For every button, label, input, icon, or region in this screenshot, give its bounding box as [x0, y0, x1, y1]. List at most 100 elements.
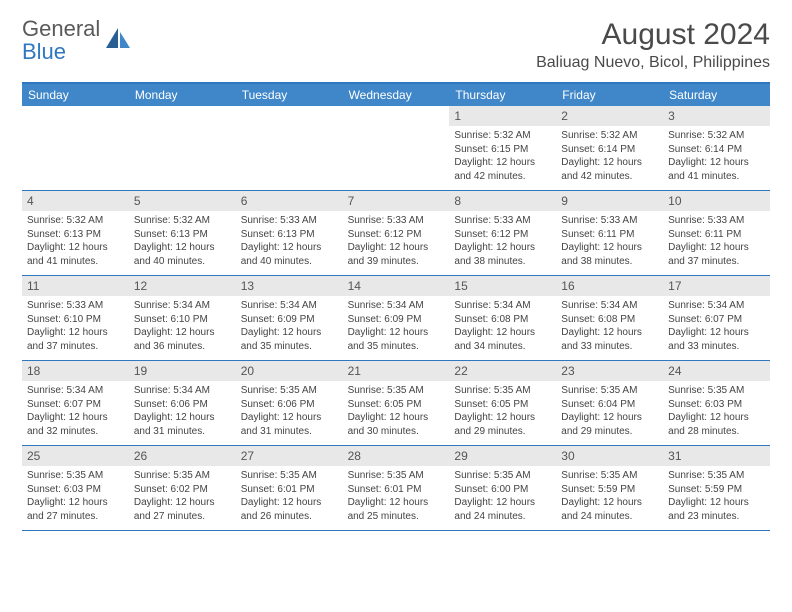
- day-cell: 20 Sunrise: 5:35 AMSunset: 6:06 PMDayligh…: [236, 361, 343, 445]
- day-info: Sunrise: 5:35 AMSunset: 6:00 PMDaylight:…: [453, 469, 552, 523]
- day-number: 3: [663, 106, 770, 126]
- day-number: 8: [449, 191, 556, 211]
- day-number: 26: [129, 446, 236, 466]
- day-number: 25: [22, 446, 129, 466]
- day-number: 20: [236, 361, 343, 381]
- day-cell: 25 Sunrise: 5:35 AMSunset: 6:03 PMDayligh…: [22, 446, 129, 530]
- day-info: Sunrise: 5:32 AMSunset: 6:14 PMDaylight:…: [560, 129, 659, 183]
- day-info: Sunrise: 5:32 AMSunset: 6:14 PMDaylight:…: [667, 129, 766, 183]
- day-info: Sunrise: 5:34 AMSunset: 6:06 PMDaylight:…: [133, 384, 232, 438]
- day-info: Sunrise: 5:35 AMSunset: 6:01 PMDaylight:…: [240, 469, 339, 523]
- logo-text-blue: Blue: [22, 39, 66, 64]
- day-number: 15: [449, 276, 556, 296]
- day-info: Sunrise: 5:32 AMSunset: 6:13 PMDaylight:…: [133, 214, 232, 268]
- day-info: Sunrise: 5:34 AMSunset: 6:07 PMDaylight:…: [26, 384, 125, 438]
- day-number: 12: [129, 276, 236, 296]
- day-info: Sunrise: 5:33 AMSunset: 6:13 PMDaylight:…: [240, 214, 339, 268]
- day-cell: 31Sunrise: 5:35 AMSunset: 5:59 PMDayligh…: [663, 446, 770, 530]
- logo: General Blue: [22, 18, 134, 64]
- day-info: Sunrise: 5:33 AMSunset: 6:11 PMDaylight:…: [667, 214, 766, 268]
- day-number: 14: [343, 276, 450, 296]
- header: General Blue August 2024 Baliuag Nuevo, …: [0, 0, 792, 76]
- day-number: 9: [556, 191, 663, 211]
- day-header: Sunday: [22, 84, 129, 106]
- day-cell: 3 Sunrise: 5:32 AMSunset: 6:14 PMDaylight…: [663, 106, 770, 190]
- day-cell: [22, 106, 129, 190]
- location: Baliuag Nuevo, Bicol, Philippines: [536, 54, 770, 72]
- day-number: 11: [22, 276, 129, 296]
- day-info: Sunrise: 5:33 AMSunset: 6:10 PMDaylight:…: [26, 299, 125, 353]
- day-cell: 19 Sunrise: 5:34 AMSunset: 6:06 PMDayligh…: [129, 361, 236, 445]
- title-block: August 2024 Baliuag Nuevo, Bicol, Philip…: [536, 18, 770, 72]
- day-cell: 18 Sunrise: 5:34 AMSunset: 6:07 PMDayligh…: [22, 361, 129, 445]
- day-cell: 7Sunrise: 5:33 AMSunset: 6:12 PMDaylight…: [343, 191, 450, 275]
- day-number: 16: [556, 276, 663, 296]
- day-number: 28: [343, 446, 450, 466]
- day-cell: [129, 106, 236, 190]
- day-info: Sunrise: 5:35 AMSunset: 6:01 PMDaylight:…: [347, 469, 446, 523]
- day-number: 2: [556, 106, 663, 126]
- day-number: 27: [236, 446, 343, 466]
- day-cell: 22Sunrise: 5:35 AMSunset: 6:05 PMDayligh…: [449, 361, 556, 445]
- day-number: 19: [129, 361, 236, 381]
- day-cell: 8 Sunrise: 5:33 AMSunset: 6:12 PMDaylight…: [449, 191, 556, 275]
- day-header: Tuesday: [236, 84, 343, 106]
- day-cell: 2 Sunrise: 5:32 AMSunset: 6:14 PMDaylight…: [556, 106, 663, 190]
- day-info: Sunrise: 5:35 AMSunset: 6:03 PMDaylight:…: [26, 469, 125, 523]
- month-title: August 2024: [536, 18, 770, 52]
- day-cell: [236, 106, 343, 190]
- day-header: Monday: [129, 84, 236, 106]
- day-info: Sunrise: 5:32 AMSunset: 6:15 PMDaylight:…: [453, 129, 552, 183]
- week-row: 11 Sunrise: 5:33 AMSunset: 6:10 PMDayligh…: [22, 276, 770, 361]
- day-cell: 29 Sunrise: 5:35 AMSunset: 6:00 PMDayligh…: [449, 446, 556, 530]
- day-info: Sunrise: 5:34 AMSunset: 6:09 PMDaylight:…: [240, 299, 339, 353]
- day-number: 29: [449, 446, 556, 466]
- day-cell: 12Sunrise: 5:34 AMSunset: 6:10 PMDayligh…: [129, 276, 236, 360]
- day-cell: 1 Sunrise: 5:32 AMSunset: 6:15 PMDaylight…: [449, 106, 556, 190]
- day-cell: 14 Sunrise: 5:34 AMSunset: 6:09 PMDayligh…: [343, 276, 450, 360]
- day-info: Sunrise: 5:33 AMSunset: 6:12 PMDaylight:…: [453, 214, 552, 268]
- day-info: Sunrise: 5:34 AMSunset: 6:08 PMDaylight:…: [560, 299, 659, 353]
- day-info: Sunrise: 5:35 AMSunset: 5:59 PMDaylight:…: [667, 469, 766, 523]
- day-header: Saturday: [663, 84, 770, 106]
- calendar: Sunday Monday Tuesday Wednesday Thursday…: [22, 82, 770, 531]
- day-number: 5: [129, 191, 236, 211]
- week-row: 25 Sunrise: 5:35 AMSunset: 6:03 PMDayligh…: [22, 446, 770, 531]
- day-cell: 17 Sunrise: 5:34 AMSunset: 6:07 PMDayligh…: [663, 276, 770, 360]
- day-cell: 24Sunrise: 5:35 AMSunset: 6:03 PMDayligh…: [663, 361, 770, 445]
- day-info: Sunrise: 5:35 AMSunset: 6:02 PMDaylight:…: [133, 469, 232, 523]
- day-number: 21: [343, 361, 450, 381]
- day-number: 6: [236, 191, 343, 211]
- day-number: 10: [663, 191, 770, 211]
- day-cell: 30Sunrise: 5:35 AMSunset: 5:59 PMDayligh…: [556, 446, 663, 530]
- sail-icon: [104, 26, 134, 57]
- day-cell: 23Sunrise: 5:35 AMSunset: 6:04 PMDayligh…: [556, 361, 663, 445]
- day-info: Sunrise: 5:34 AMSunset: 6:09 PMDaylight:…: [347, 299, 446, 353]
- day-cell: 27 Sunrise: 5:35 AMSunset: 6:01 PMDayligh…: [236, 446, 343, 530]
- day-number: 22: [449, 361, 556, 381]
- day-cell: 11 Sunrise: 5:33 AMSunset: 6:10 PMDayligh…: [22, 276, 129, 360]
- logo-text-general: General: [22, 16, 100, 41]
- day-cell: 4Sunrise: 5:32 AMSunset: 6:13 PMDaylight…: [22, 191, 129, 275]
- day-cell: [343, 106, 450, 190]
- day-number: 24: [663, 361, 770, 381]
- day-info: Sunrise: 5:35 AMSunset: 5:59 PMDaylight:…: [560, 469, 659, 523]
- logo-text-block: General Blue: [22, 18, 100, 64]
- day-number: 18: [22, 361, 129, 381]
- day-number: 4: [22, 191, 129, 211]
- day-info: Sunrise: 5:33 AMSunset: 6:12 PMDaylight:…: [347, 214, 446, 268]
- day-info: Sunrise: 5:35 AMSunset: 6:05 PMDaylight:…: [347, 384, 446, 438]
- day-header: Wednesday: [343, 84, 450, 106]
- day-info: Sunrise: 5:35 AMSunset: 6:06 PMDaylight:…: [240, 384, 339, 438]
- day-cell: 10 Sunrise: 5:33 AMSunset: 6:11 PMDayligh…: [663, 191, 770, 275]
- weeks-container: 1 Sunrise: 5:32 AMSunset: 6:15 PMDaylight…: [22, 106, 770, 531]
- day-cell: 26 Sunrise: 5:35 AMSunset: 6:02 PMDayligh…: [129, 446, 236, 530]
- day-info: Sunrise: 5:34 AMSunset: 6:07 PMDaylight:…: [667, 299, 766, 353]
- day-number: 1: [449, 106, 556, 126]
- week-row: 18 Sunrise: 5:34 AMSunset: 6:07 PMDayligh…: [22, 361, 770, 446]
- day-info: Sunrise: 5:34 AMSunset: 6:08 PMDaylight:…: [453, 299, 552, 353]
- day-cell: 13Sunrise: 5:34 AMSunset: 6:09 PMDayligh…: [236, 276, 343, 360]
- week-row: 4Sunrise: 5:32 AMSunset: 6:13 PMDaylight…: [22, 191, 770, 276]
- day-cell: 15 Sunrise: 5:34 AMSunset: 6:08 PMDayligh…: [449, 276, 556, 360]
- day-number: 17: [663, 276, 770, 296]
